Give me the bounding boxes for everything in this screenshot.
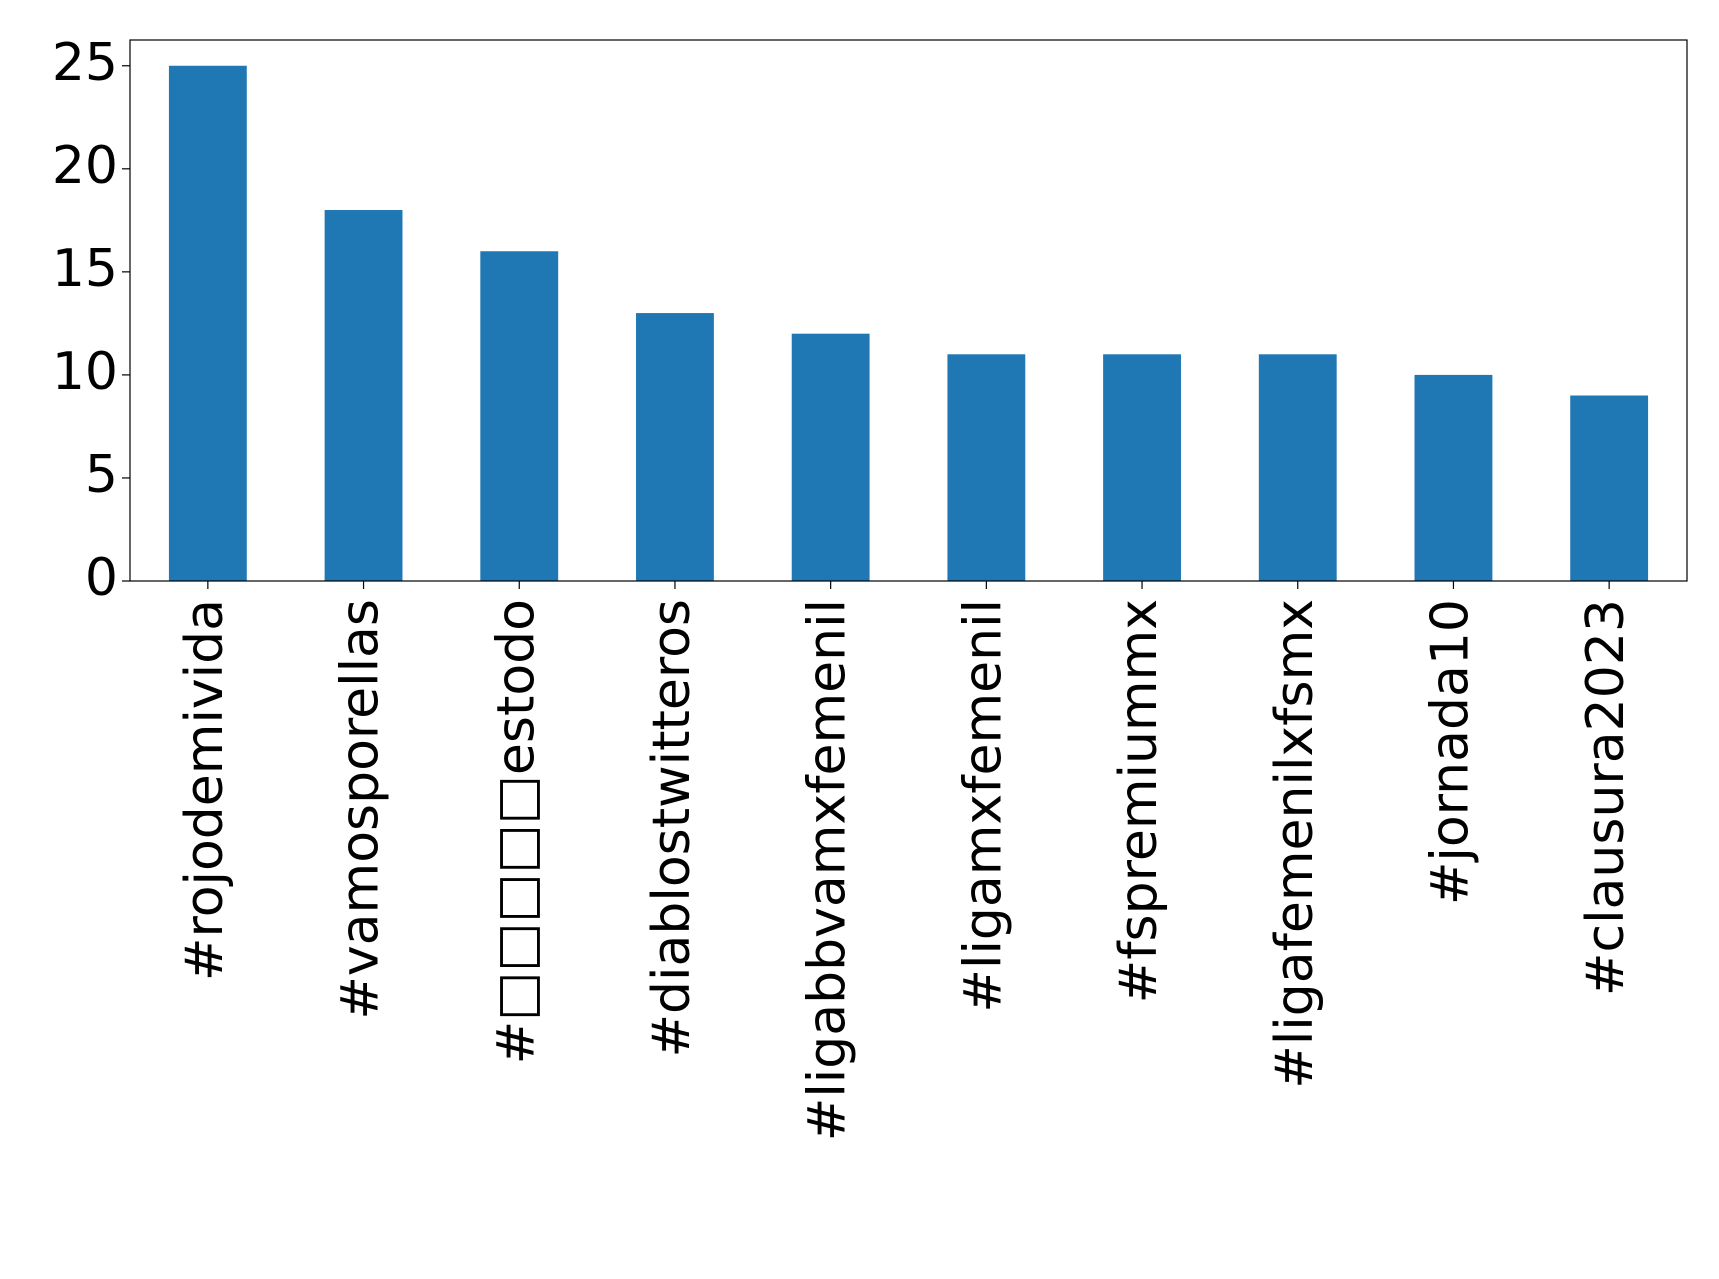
bar [480, 251, 559, 581]
y-tick-label: 25 [52, 33, 118, 93]
x-tick-label: #diablostwitteros [642, 599, 702, 1058]
x-tick-label: #jornada10 [1420, 599, 1480, 905]
bar [1414, 374, 1493, 581]
bar [636, 313, 714, 581]
bar [324, 210, 403, 581]
y-tick-label: 5 [85, 445, 118, 505]
plot-frame [129, 39, 1688, 582]
x-tick-label: #ligafemenilxfsmx [1265, 599, 1325, 1089]
bar [947, 354, 1026, 581]
x-tick-label: #clausura2023 [1576, 599, 1636, 996]
bar [791, 333, 870, 581]
x-tick-label: #ligabbvamxfemenil [798, 599, 858, 1141]
y-tick-label: 0 [85, 548, 118, 608]
x-tick-label: #ligamxfemenil [953, 599, 1013, 1013]
x-tick-label: #rojodemivida [175, 599, 235, 981]
bar [1570, 395, 1649, 581]
y-tick-label: 10 [52, 342, 118, 402]
bar [1258, 354, 1337, 581]
bar [168, 65, 247, 581]
y-tick-label: 15 [52, 239, 118, 299]
y-tick-label: 20 [52, 136, 118, 196]
x-tick-label: #fspremiummx [1109, 599, 1169, 1003]
x-tick-label: #vamosporellas [331, 599, 391, 1020]
x-tick-label: #□□□□□estodo [486, 599, 546, 1064]
bar [1103, 354, 1181, 581]
